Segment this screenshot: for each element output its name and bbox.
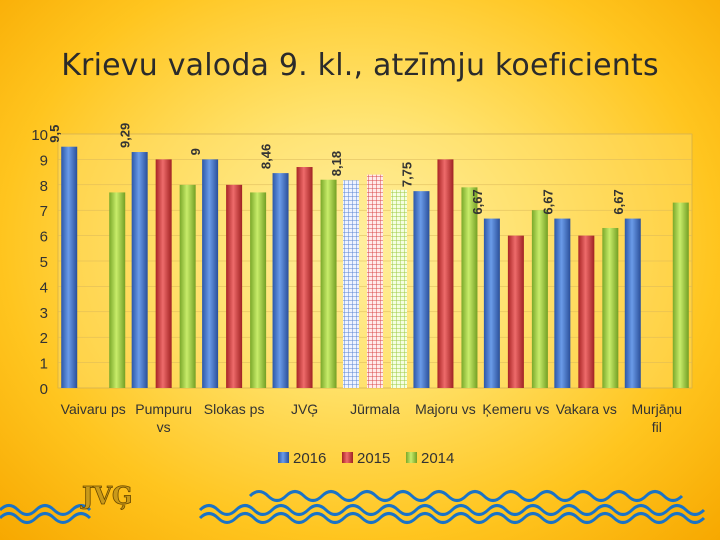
y-tick-label: 4 [40, 279, 48, 296]
bar-2014-4 [391, 189, 407, 388]
legend-label: 2015 [357, 450, 390, 467]
x-tick-label: Jūrmala [350, 401, 400, 417]
bar-2014-6 [531, 210, 548, 388]
legend: 2016 2015 2014 [278, 450, 454, 467]
y-axis: 0 1 2 3 4 5 6 7 8 9 10 [31, 127, 48, 398]
data-label: 6,67 [470, 189, 485, 214]
bar-2014-2 [250, 192, 267, 388]
data-label: 8,46 [259, 144, 274, 169]
bar-2015-3 [296, 167, 313, 388]
bar-2014-1 [179, 184, 196, 388]
legend-swatch-2014 [406, 452, 417, 463]
bar-2015-6 [507, 235, 524, 388]
x-axis: Vaivaru ps Pumpuru vs Slokas ps JVĢ Jūrmala Ma… [61, 401, 682, 435]
legend-swatch-2015 [342, 452, 353, 463]
bar-2016-1 [131, 152, 148, 388]
y-tick-label: 8 [40, 178, 48, 195]
bar-2016-4 [343, 180, 359, 388]
y-tick-label: 3 [40, 305, 48, 322]
legend-swatch-2016 [278, 452, 289, 463]
x-tick-label: Pumpuru [135, 401, 192, 417]
x-tick-label: Majoru vs [415, 401, 476, 417]
x-tick-label: fil [652, 419, 662, 435]
x-tick-label: Slokas ps [204, 401, 265, 417]
data-label: 9 [188, 148, 203, 155]
bar-2014-5 [461, 187, 478, 388]
bar-2016-0 [61, 146, 78, 388]
bar-2016-2 [202, 159, 219, 388]
data-label: 6,67 [540, 189, 555, 214]
x-tick-label: JVĢ [291, 401, 318, 417]
y-tick-label: 6 [40, 229, 48, 246]
x-tick-label: Ķemeru vs [482, 401, 549, 417]
data-label: 6,67 [611, 189, 626, 214]
y-tick-label: 2 [40, 330, 48, 347]
bar-2016-8 [624, 218, 641, 388]
school-logo: JVĢ [80, 482, 133, 510]
y-tick-label: 5 [40, 254, 48, 271]
x-tick-label: vs [157, 419, 171, 435]
legend-label: 2014 [421, 450, 454, 467]
y-tick-label: 0 [40, 381, 48, 398]
data-label: 7,75 [399, 162, 414, 187]
bar-2015-5 [437, 159, 454, 388]
bar-2015-2 [226, 184, 243, 388]
slide-title: Krievu valoda 9. kl., atzīmju koeficient… [61, 48, 659, 83]
y-tick-label: 9 [40, 152, 48, 169]
y-tick-label: 1 [40, 356, 48, 373]
wave-decoration [0, 490, 706, 524]
legend-label: 2016 [293, 450, 326, 467]
bar-2014-3 [320, 179, 337, 388]
bars [61, 146, 689, 388]
bar-2015-7 [578, 235, 595, 388]
bar-2016-5 [413, 191, 430, 388]
bar-2015-4 [367, 174, 383, 388]
x-tick-label: Vakara vs [556, 401, 617, 417]
bar-2014-0 [109, 192, 126, 388]
bar-2014-7 [602, 227, 619, 388]
x-tick-label: Vaivaru ps [61, 401, 126, 417]
bar-2014-8 [672, 202, 689, 388]
bar-2016-7 [554, 218, 571, 388]
data-labels: 9,5 9,29 9 8,46 8,18 7,75 6,67 6,67 6,67 [47, 123, 626, 215]
data-label: 9,29 [118, 123, 133, 148]
y-tick-label: 7 [40, 203, 48, 220]
data-label: 8,18 [329, 151, 344, 176]
bar-2016-6 [483, 218, 500, 388]
bar-2016-3 [272, 173, 289, 388]
data-label: 9,5 [47, 125, 62, 143]
y-tick-label: 10 [31, 127, 48, 144]
x-tick-label: Murjāņu [631, 401, 682, 417]
bar-2015-1 [155, 159, 172, 388]
logo-text: JVĢ [80, 482, 132, 510]
